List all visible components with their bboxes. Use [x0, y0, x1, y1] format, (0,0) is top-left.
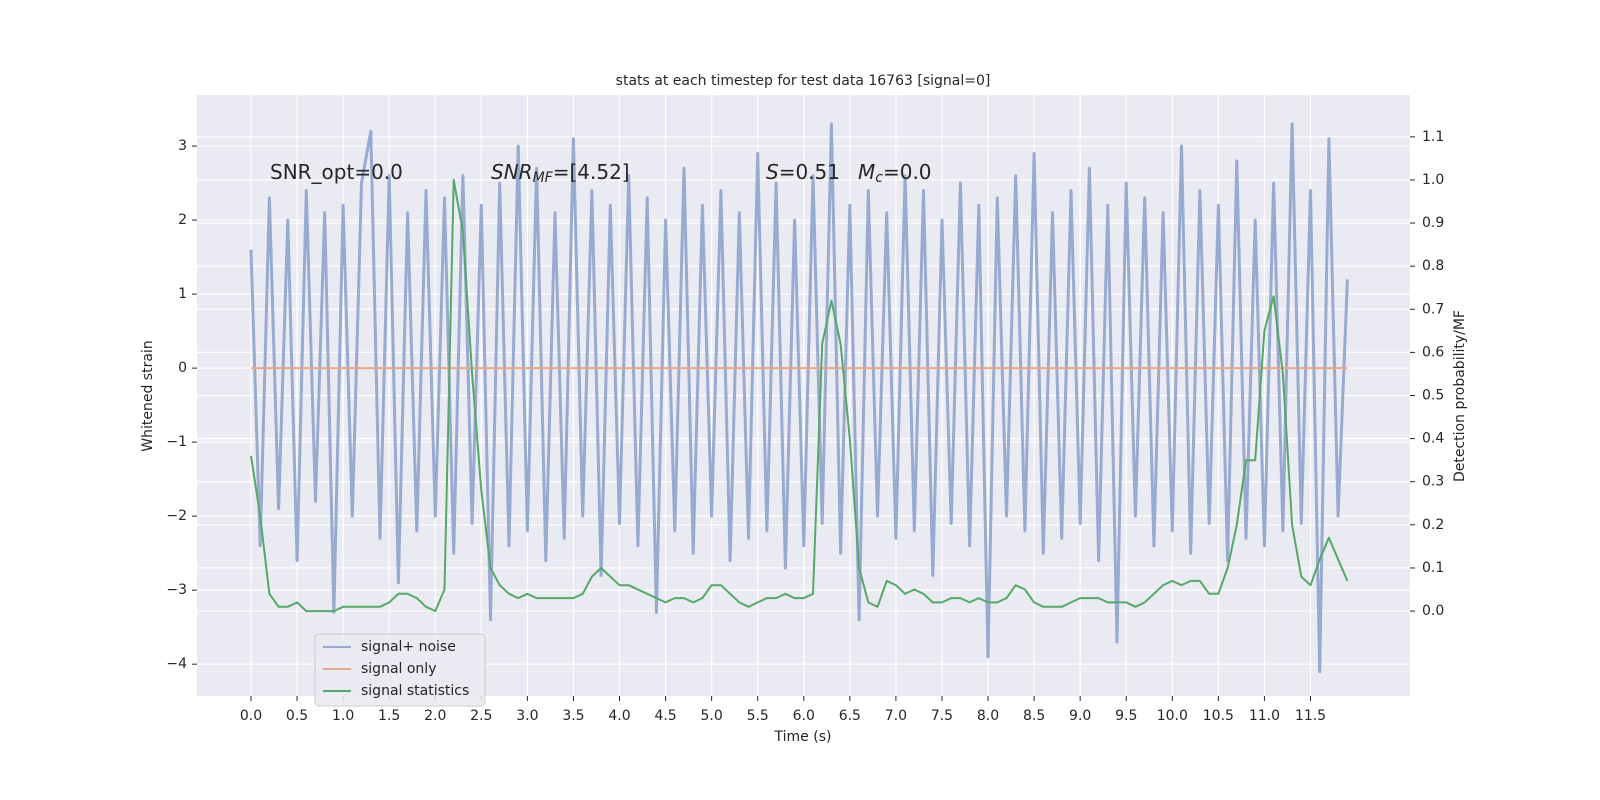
annotation-part: =0.0 — [883, 160, 932, 184]
y2-tick-label: 0.7 — [1422, 301, 1444, 317]
x-tick-label: 10.0 — [1157, 708, 1188, 724]
legend-box — [314, 633, 486, 707]
chart-title: stats at each timestep for test data 167… — [616, 73, 991, 89]
x-tick-label: 9.5 — [1115, 708, 1137, 724]
y2-tick-label: 0.3 — [1422, 474, 1444, 490]
y2-tick-label: 0.8 — [1422, 258, 1444, 274]
x-tick-label: 1.5 — [378, 708, 400, 724]
x-tick-label: 7.0 — [885, 708, 907, 724]
y-tick-label: 2 — [178, 212, 187, 228]
x-tick-label: 7.5 — [931, 708, 953, 724]
annotation-part: MF — [533, 170, 554, 186]
x-tick-label: 10.5 — [1203, 708, 1234, 724]
y2-tick-label: 1.0 — [1422, 172, 1444, 188]
annotation-part: SNR — [491, 160, 533, 184]
x-tick-label: 1.0 — [332, 708, 354, 724]
annotation-part: =[4.52] — [553, 160, 630, 184]
y-axis-label: Whitened strain — [140, 340, 156, 451]
x-tick-label: 6.0 — [793, 708, 815, 724]
y-tick-label: −2 — [166, 508, 187, 524]
x-tick-label: 5.0 — [701, 708, 723, 724]
y-tick-label: −4 — [166, 656, 187, 672]
x-tick-label: 11.0 — [1249, 708, 1280, 724]
legend-label: signal only — [361, 661, 436, 677]
x-tick-label: 8.5 — [1023, 708, 1045, 724]
x-tick-label: 2.0 — [424, 708, 446, 724]
y2-tick-label: 0.1 — [1422, 560, 1444, 576]
annotation-part: =0.51 — [779, 160, 840, 184]
annotation: Mc=0.0 — [858, 160, 932, 187]
legend: signal+ noise signal only signal statistic… — [314, 633, 486, 707]
x-axis-label: Time (s) — [774, 729, 832, 745]
y2-tick-label: 0.5 — [1422, 388, 1444, 404]
x-tick-label: 6.5 — [839, 708, 861, 724]
x-tick-label: 3.0 — [516, 708, 538, 724]
y2-tick-label: 1.1 — [1422, 129, 1444, 145]
annotation: S=0.51 — [766, 160, 840, 184]
annotation-part: SNR_opt=0.0 — [270, 160, 403, 184]
series-line — [250, 178, 1349, 613]
annotation-part: M — [858, 160, 875, 184]
series-line — [249, 122, 1349, 674]
x-tick-label: 8.0 — [977, 708, 999, 724]
x-tick-label: 4.5 — [654, 708, 676, 724]
y2-tick-label: 0.2 — [1422, 517, 1444, 533]
annotation: SNRMF=[4.52] — [491, 160, 630, 187]
x-tick-label: 9.0 — [1069, 708, 1091, 724]
annotation: SNR_opt=0.0 — [270, 160, 403, 184]
y-tick-label: −3 — [166, 582, 187, 598]
x-tick-label: 5.5 — [747, 708, 769, 724]
x-tick-label: 0.5 — [286, 708, 308, 724]
y2-axis-label: Detection probability/MF — [1452, 310, 1468, 482]
y-tick-label: −1 — [166, 434, 187, 450]
x-tick-label: 11.5 — [1295, 708, 1326, 724]
annotation-part: c — [875, 170, 883, 186]
y2-tick-label: 0.0 — [1422, 603, 1444, 619]
y-tick-label: 0 — [178, 360, 187, 376]
legend-label: signal+ noise — [361, 639, 456, 655]
x-tick-label: 3.5 — [562, 708, 584, 724]
legend-label: signal statistics — [361, 683, 469, 699]
x-tick-label: 2.5 — [470, 708, 492, 724]
y-tick-label: 3 — [178, 138, 187, 154]
x-tick-label: 4.0 — [608, 708, 630, 724]
annotation-part: S — [766, 160, 779, 184]
y2-tick-label: 0.4 — [1422, 431, 1444, 447]
y2-tick-label: 0.6 — [1422, 344, 1444, 360]
y-tick-label: 1 — [178, 286, 187, 302]
x-tick-label: 0.0 — [240, 708, 262, 724]
y2-tick-label: 0.9 — [1422, 215, 1444, 231]
